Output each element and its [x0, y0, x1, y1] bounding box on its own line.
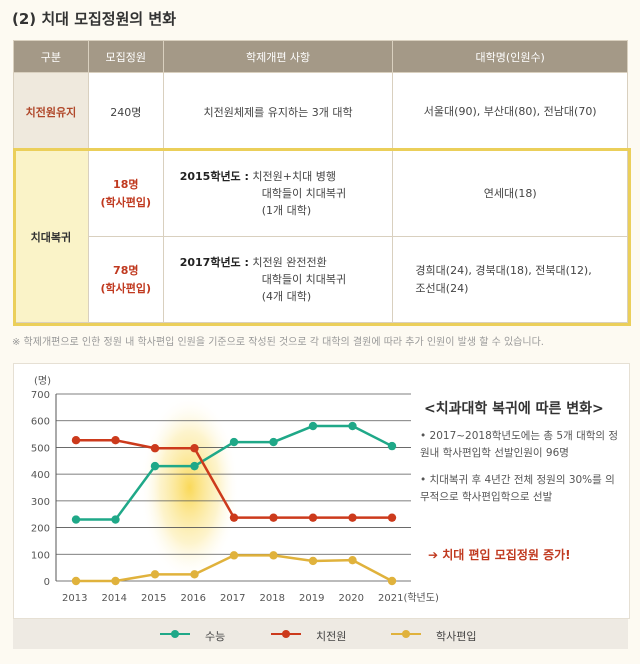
data-point: [111, 515, 120, 524]
data-point: [269, 551, 278, 560]
change-line: (4개 대학): [261, 290, 312, 303]
side-notes: • 2017~2018학년도에는 총 5개 대학의 정원내 학사편입학 선발인원…: [420, 428, 620, 516]
change-year: 2017학년도 :: [179, 256, 249, 269]
quota-table: 구분 모집정원 학제개편 사항 대학명(인원수) 치전원유지 240명 치전원체…: [13, 40, 628, 323]
data-point: [150, 461, 160, 471]
y-tick-label: 400: [31, 470, 50, 481]
data-point: [387, 441, 397, 451]
table-header-row: 구분 모집정원 학제개편 사항 대학명(인원수): [13, 40, 628, 73]
data-point: [229, 513, 239, 522]
x-tick-label: 2013: [62, 593, 87, 604]
legend-label: 치전원: [316, 630, 347, 643]
row-category: 치대복귀: [13, 150, 89, 323]
change-line: (1개 대학): [261, 204, 312, 217]
y-tick-label: 300: [31, 497, 50, 508]
quota-value: 78명: [113, 263, 139, 277]
x-tick-label: 2017: [220, 593, 245, 604]
data-point: [229, 551, 239, 560]
footnote: ※ 학제개편으로 인한 정원 내 학사편입 인원을 기준으로 작성된 것으로 각…: [12, 337, 544, 348]
universities-line: 조선대(24): [415, 281, 469, 295]
data-point: [229, 437, 239, 447]
x-tick-label: 2015: [141, 593, 166, 604]
change-line: 치전원 완전전환: [252, 256, 327, 269]
table-row: 치대복귀 18명 (학사편입) 2015학년도 : 치전원+치대 병행 대학들이…: [13, 150, 628, 323]
data-point: [269, 513, 278, 522]
side-title: <치과대학 복귀에 따른 변화>: [424, 401, 604, 417]
row-quota: 78명 (학사편입): [87, 236, 164, 323]
data-point: [150, 444, 160, 453]
x-tick-label: 2019: [299, 593, 324, 604]
y-tick-label: 100: [31, 550, 50, 561]
data-point: [308, 556, 318, 566]
row-universities: 경희대(24), 경북대(18), 전북대(12), 조선대(24): [392, 236, 628, 323]
data-point: [190, 570, 199, 579]
header-quota: 모집정원: [87, 40, 164, 73]
chart-panel: [13, 363, 630, 619]
row-universities: 서울대(90), 부산대(80), 전남대(70): [392, 72, 628, 151]
change-year: 2015학년도 :: [179, 170, 249, 183]
y-tick-label: 700: [31, 390, 50, 401]
row-change: 2017학년도 : 치전원 완전전환 대학들이 치대복귀 (4개 대학): [162, 236, 394, 323]
x-tick-label: 2014: [102, 593, 127, 604]
y-tick-label: 600: [31, 417, 50, 428]
row-category: 치전원유지: [13, 72, 89, 151]
data-point: [190, 461, 199, 471]
data-point: [348, 555, 357, 565]
quota-note: (학사편입): [100, 281, 152, 295]
header-change: 학제개편 사항: [162, 40, 394, 73]
row-universities: 연세대(18): [392, 150, 628, 237]
header-universities: 대학명(인원수): [392, 40, 628, 73]
legend-label: 학사편입: [436, 630, 477, 643]
chart-legend: 수능 치전원 학사편입: [13, 619, 628, 649]
x-tick-label: 2016: [181, 593, 206, 604]
universities-line: 경희대(24), 경북대(18), 전북대(12),: [415, 263, 592, 277]
y-axis-label: (명): [34, 375, 51, 387]
data-point: [348, 421, 357, 431]
data-point: [111, 576, 120, 586]
highlight-glow: [140, 394, 239, 581]
data-point: [308, 513, 318, 522]
data-point: [71, 515, 81, 524]
data-point: [348, 513, 357, 522]
table-row: 78명 (학사편입) 2017학년도 : 치전원 완전전환 대학들이 치대복귀 …: [14, 236, 628, 323]
data-point: [71, 576, 81, 586]
side-callout: ➔ 치대 편입 모집정원 증가!: [428, 548, 571, 562]
section-title: (2) 치대 모집정원의 변화: [12, 10, 177, 28]
y-tick-label: 200: [31, 524, 50, 535]
change-line: 대학들이 치대복귀: [261, 187, 347, 200]
data-point: [387, 576, 397, 586]
change-line: 치전원+치대 병행: [252, 170, 336, 183]
data-point: [387, 513, 397, 522]
y-tick-label: 0: [44, 577, 50, 588]
quota-note: (학사편입): [100, 195, 152, 209]
data-point: [190, 444, 199, 453]
row-quota: 18명 (학사편입): [87, 150, 164, 237]
x-tick-label: 2018: [260, 593, 285, 604]
table-row: 치전원유지 240명 치전원체제를 유지하는 3개 대학 서울대(90), 부산…: [13, 72, 628, 151]
row-change: 치전원체제를 유지하는 3개 대학: [162, 72, 394, 151]
data-point: [308, 421, 318, 431]
data-point: [269, 437, 278, 447]
y-tick-label: 500: [31, 443, 50, 454]
data-point: [71, 436, 81, 445]
row-change: 2015학년도 : 치전원+치대 병행 대학들이 치대복귀 (1개 대학): [162, 150, 394, 237]
legend-label: 수능: [205, 630, 226, 643]
data-point: [111, 436, 120, 445]
data-point: [150, 570, 160, 579]
change-line: 대학들이 치대복귀: [261, 273, 347, 286]
x-tick-label: 2020: [339, 593, 364, 604]
x-tick-label: 2021(학년도): [378, 592, 439, 604]
side-bullet: • 2017~2018학년도에는 총 5개 대학의 정원내 학사편입학 선발인원…: [420, 430, 619, 459]
side-bullet: • 치대복귀 후 4년간 전체 정원의 30%를 의무적으로 학사편입학으로 선…: [420, 474, 615, 503]
quota-value: 18명: [113, 177, 139, 191]
